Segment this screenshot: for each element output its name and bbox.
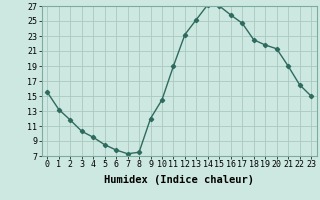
X-axis label: Humidex (Indice chaleur): Humidex (Indice chaleur): [104, 175, 254, 185]
